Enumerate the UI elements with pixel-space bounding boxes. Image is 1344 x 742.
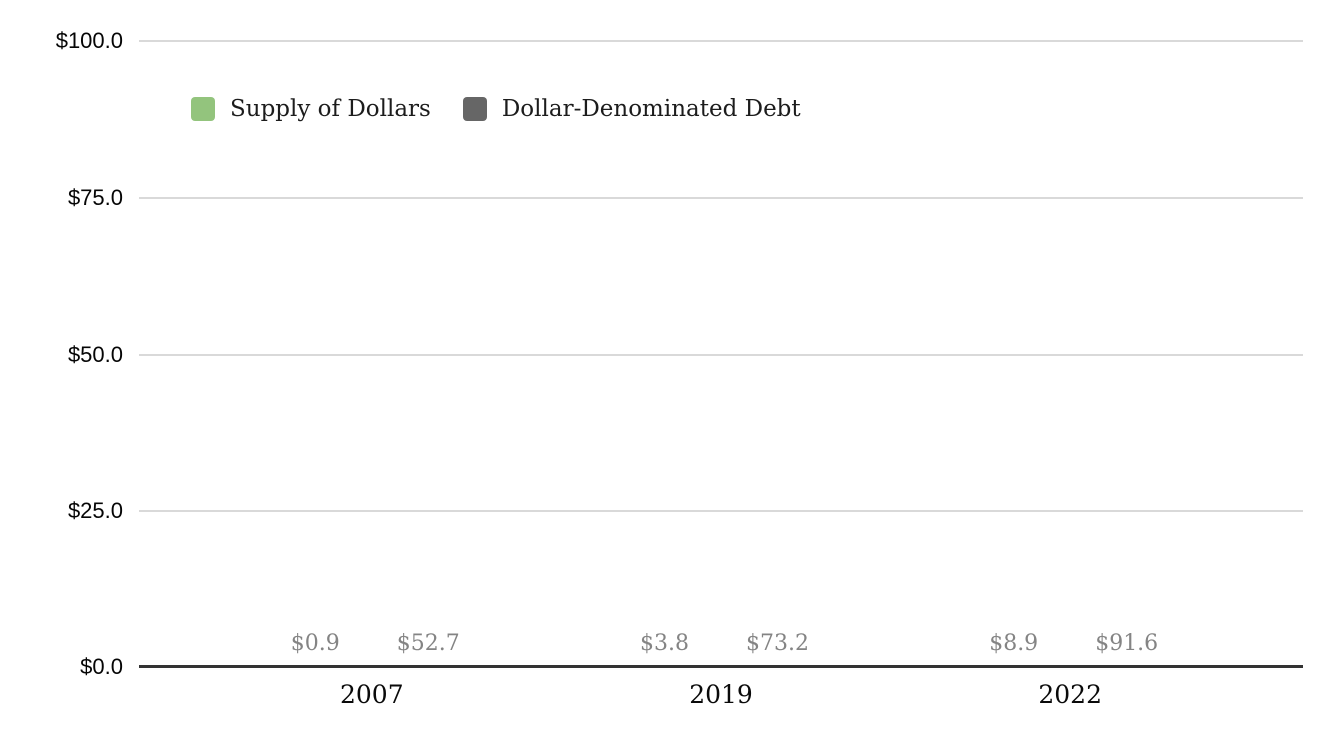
value-label-supply-of-dollars-2007: $0.9 xyxy=(290,631,340,656)
value-label-dollar-denominated-debt-2007: $52.7 xyxy=(396,631,460,656)
value-label-supply-of-dollars-2022: $8.9 xyxy=(989,631,1039,656)
legend-item-supply-of-dollars: Supply of Dollars xyxy=(191,96,431,122)
y-axis-tick-label: $0.0 xyxy=(80,653,123,679)
gridline-25: $25.0 xyxy=(68,498,1303,523)
y-axis-tick-label: $100.0 xyxy=(55,28,123,53)
legend-swatch-supply-of-dollars xyxy=(191,97,215,121)
y-axis-tick-label: $75.0 xyxy=(67,184,123,210)
x-axis-category-label: 2007 xyxy=(339,680,404,709)
legend-label-supply-of-dollars: Supply of Dollars xyxy=(230,96,431,122)
x-axis-category-label: 2022 xyxy=(1038,680,1102,709)
x-axis-category-label: 2019 xyxy=(689,680,753,709)
value-label-dollar-denominated-debt-2019: $73.2 xyxy=(746,631,809,656)
legend-label-dollar-denominated-debt: Dollar-Denominated Debt xyxy=(501,96,801,122)
x-axis-line: $0.0 xyxy=(80,654,1303,679)
value-label-dollar-denominated-debt-2022: $91.6 xyxy=(1095,631,1159,656)
value-label-supply-of-dollars-2019: $3.8 xyxy=(640,631,689,656)
gridline-50: $50.0 xyxy=(68,342,1303,367)
legend-item-dollar-denominated-debt: Dollar-Denominated Debt xyxy=(462,96,801,122)
chart-legend: Supply of Dollars Dollar-Denominated Debt xyxy=(191,96,801,122)
plot-area: $0.0 $25.0 $50.0 $75.0 $100.0 $0.9 $52.7 2007 $3… xyxy=(56,28,1303,709)
gridline-75: $75.0 xyxy=(68,185,1303,210)
y-axis-tick-label: $50.0 xyxy=(67,341,123,367)
y-axis-tick-label: $25.0 xyxy=(67,498,123,524)
legend-swatch-dollar-denominated-debt xyxy=(462,97,487,121)
gridline-100: $100.0 xyxy=(56,28,1303,53)
